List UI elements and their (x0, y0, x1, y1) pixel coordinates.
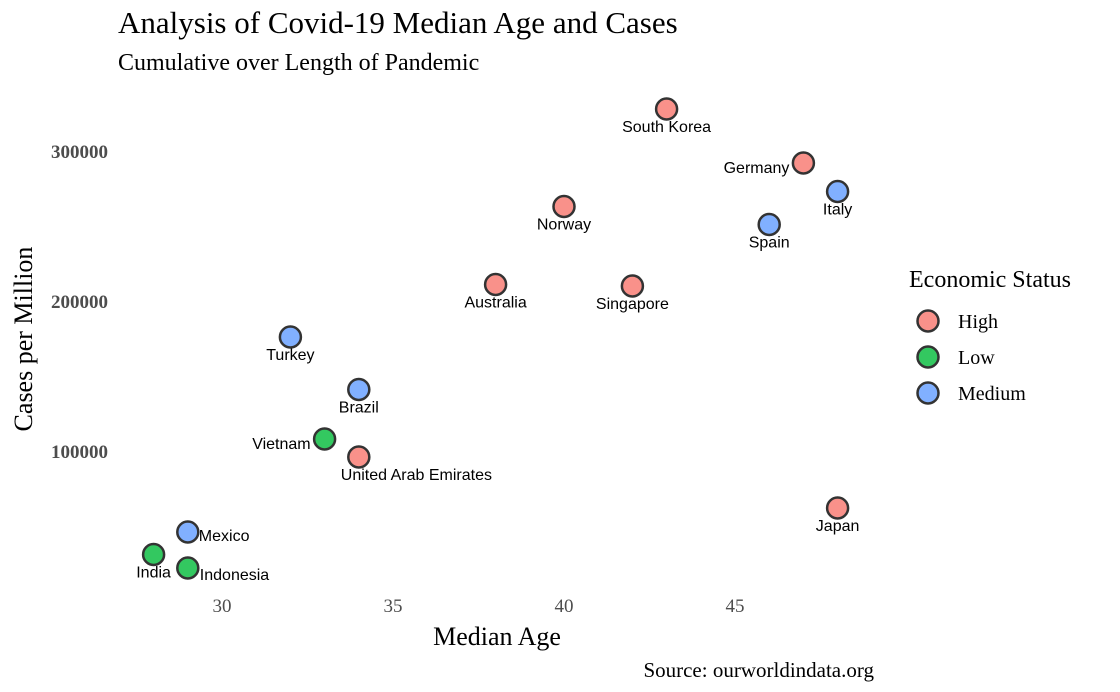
point-label: Turkey (266, 347, 314, 364)
legend-swatch-high (916, 309, 940, 333)
point-label: Brazil (339, 400, 379, 417)
chart-subtitle: Cumulative over Length of Pandemic (118, 50, 479, 76)
point-label: Spain (749, 235, 790, 252)
data-point-united-arab-emirates (347, 445, 371, 469)
legend-title: Economic Status (909, 267, 1071, 293)
point-label: Norway (537, 217, 591, 234)
legend-swatch-low (916, 345, 940, 369)
y-axis-ticks: 100000 200000 300000 (51, 142, 108, 463)
y-tick-label: 300000 (51, 142, 108, 163)
data-point-mexico (176, 520, 200, 544)
point-label: Australia (464, 295, 526, 312)
data-point-singapore (620, 274, 645, 298)
point-labels: South Korea Germany Italy Norway Spain Austra… (136, 119, 859, 584)
data-point-norway (552, 194, 576, 219)
data-point-spain (757, 212, 781, 237)
legend-label-high: High (958, 311, 998, 333)
point-label: Indonesia (200, 567, 269, 584)
legend-swatch-medium (916, 381, 940, 405)
legend: Economic Status High Low Medium (909, 267, 1071, 405)
legend-label-low: Low (958, 347, 995, 369)
y-axis-title: Cases per Million (9, 247, 38, 432)
x-axis-ticks: 30 35 40 45 (213, 596, 745, 617)
data-point-india (141, 542, 166, 567)
point-label: South Korea (622, 119, 711, 136)
x-tick-label: 30 (213, 596, 232, 617)
data-point-turkey (278, 325, 303, 349)
data-point-germany (791, 151, 816, 175)
point-label: Italy (823, 202, 852, 219)
point-label: Japan (816, 518, 860, 535)
data-point-brazil (347, 377, 371, 402)
point-label: Mexico (199, 528, 250, 545)
chart-title: Analysis of Covid-19 Median Age and Case… (118, 5, 678, 40)
x-axis-title: Median Age (433, 622, 561, 651)
data-point-indonesia (176, 556, 200, 580)
y-tick-label: 200000 (51, 292, 108, 313)
data-point-south-korea (654, 97, 679, 121)
point-label: India (136, 565, 171, 582)
data-point-japan (825, 496, 850, 520)
point-label: Vietnam (252, 436, 310, 453)
point-label: Singapore (596, 296, 669, 313)
legend-label-medium: Medium (958, 383, 1026, 405)
data-point-italy (825, 179, 850, 204)
x-tick-label: 45 (726, 596, 745, 617)
y-tick-label: 100000 (51, 442, 108, 463)
caption-source: Source: ourworldindata.org (643, 658, 874, 682)
x-tick-label: 35 (384, 596, 403, 617)
x-tick-label: 40 (555, 596, 574, 617)
data-point-vietnam (312, 427, 337, 451)
point-label: United Arab Emirates (341, 467, 492, 484)
data-points (141, 97, 850, 580)
point-label: Germany (724, 160, 790, 177)
data-point-australia (483, 272, 508, 297)
